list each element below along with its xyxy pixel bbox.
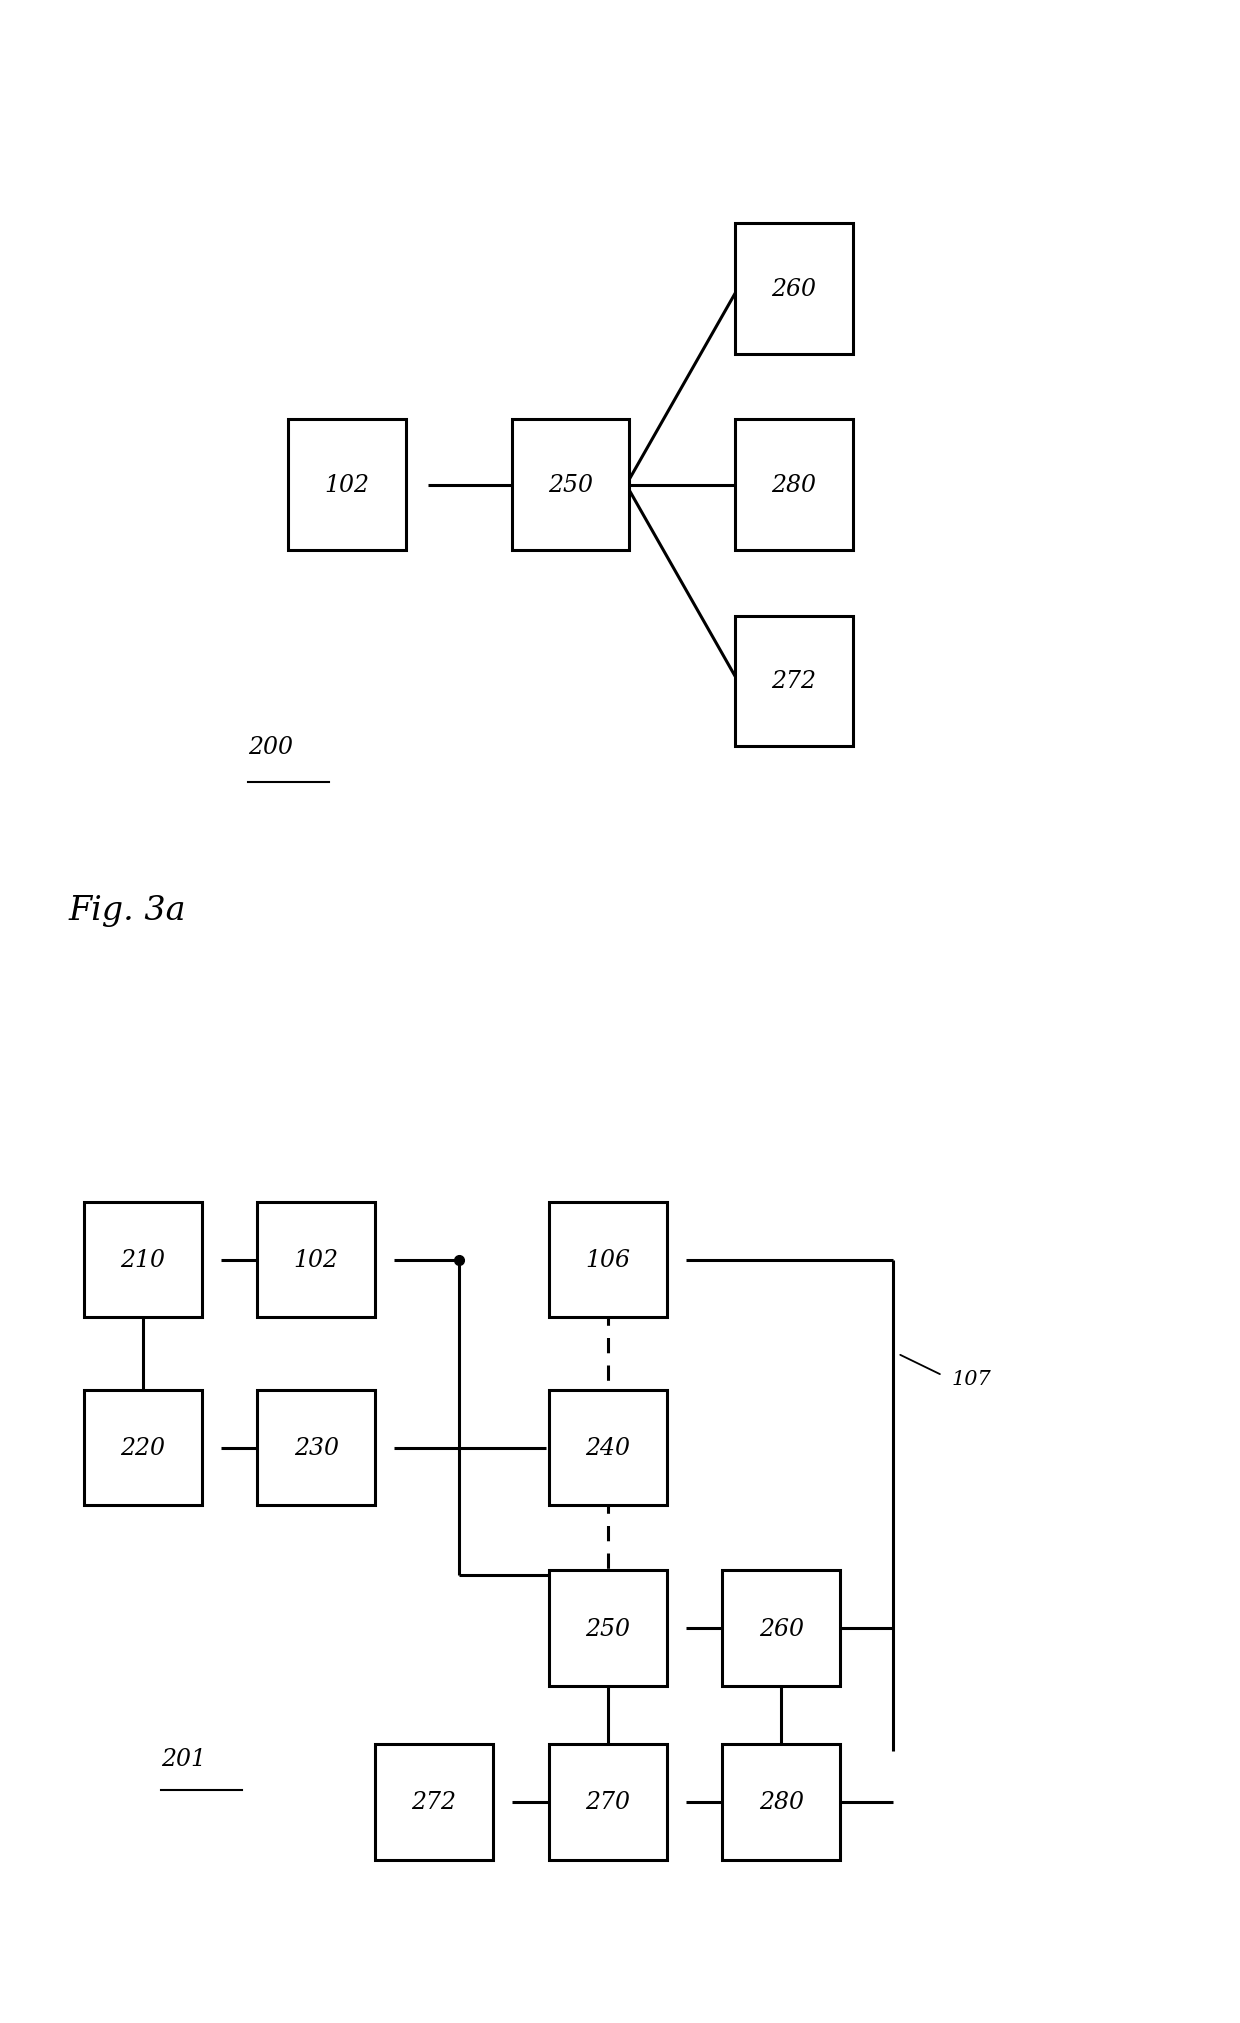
FancyBboxPatch shape: [722, 1744, 841, 1859]
FancyBboxPatch shape: [374, 1744, 492, 1859]
FancyBboxPatch shape: [84, 1390, 201, 1505]
Text: 260: 260: [771, 277, 816, 301]
FancyBboxPatch shape: [84, 1202, 201, 1317]
Text: 270: 270: [585, 1790, 630, 1813]
Text: 272: 272: [412, 1790, 456, 1813]
FancyBboxPatch shape: [734, 421, 853, 550]
Text: 250: 250: [548, 473, 593, 498]
Text: 220: 220: [120, 1436, 165, 1459]
Text: 240: 240: [585, 1436, 630, 1459]
Text: 106: 106: [585, 1248, 630, 1272]
Text: 200: 200: [248, 736, 293, 759]
Text: 230: 230: [294, 1436, 339, 1459]
FancyBboxPatch shape: [549, 1202, 667, 1317]
Text: 280: 280: [771, 473, 816, 498]
FancyBboxPatch shape: [734, 617, 853, 746]
Text: 107: 107: [951, 1370, 991, 1388]
Text: Fig. 3a: Fig. 3a: [68, 894, 186, 927]
FancyBboxPatch shape: [734, 225, 853, 354]
Text: 272: 272: [771, 670, 816, 694]
Text: 210: 210: [120, 1248, 165, 1272]
Text: 102: 102: [294, 1248, 339, 1272]
FancyBboxPatch shape: [722, 1570, 841, 1687]
Text: 260: 260: [759, 1616, 804, 1641]
FancyBboxPatch shape: [258, 1390, 374, 1505]
FancyBboxPatch shape: [258, 1202, 374, 1317]
FancyBboxPatch shape: [549, 1390, 667, 1505]
Text: 102: 102: [325, 473, 370, 498]
FancyBboxPatch shape: [512, 421, 630, 550]
Text: 280: 280: [759, 1790, 804, 1813]
Text: 250: 250: [585, 1616, 630, 1641]
FancyBboxPatch shape: [289, 421, 407, 550]
FancyBboxPatch shape: [549, 1570, 667, 1687]
FancyBboxPatch shape: [549, 1744, 667, 1859]
Text: 201: 201: [161, 1748, 206, 1770]
